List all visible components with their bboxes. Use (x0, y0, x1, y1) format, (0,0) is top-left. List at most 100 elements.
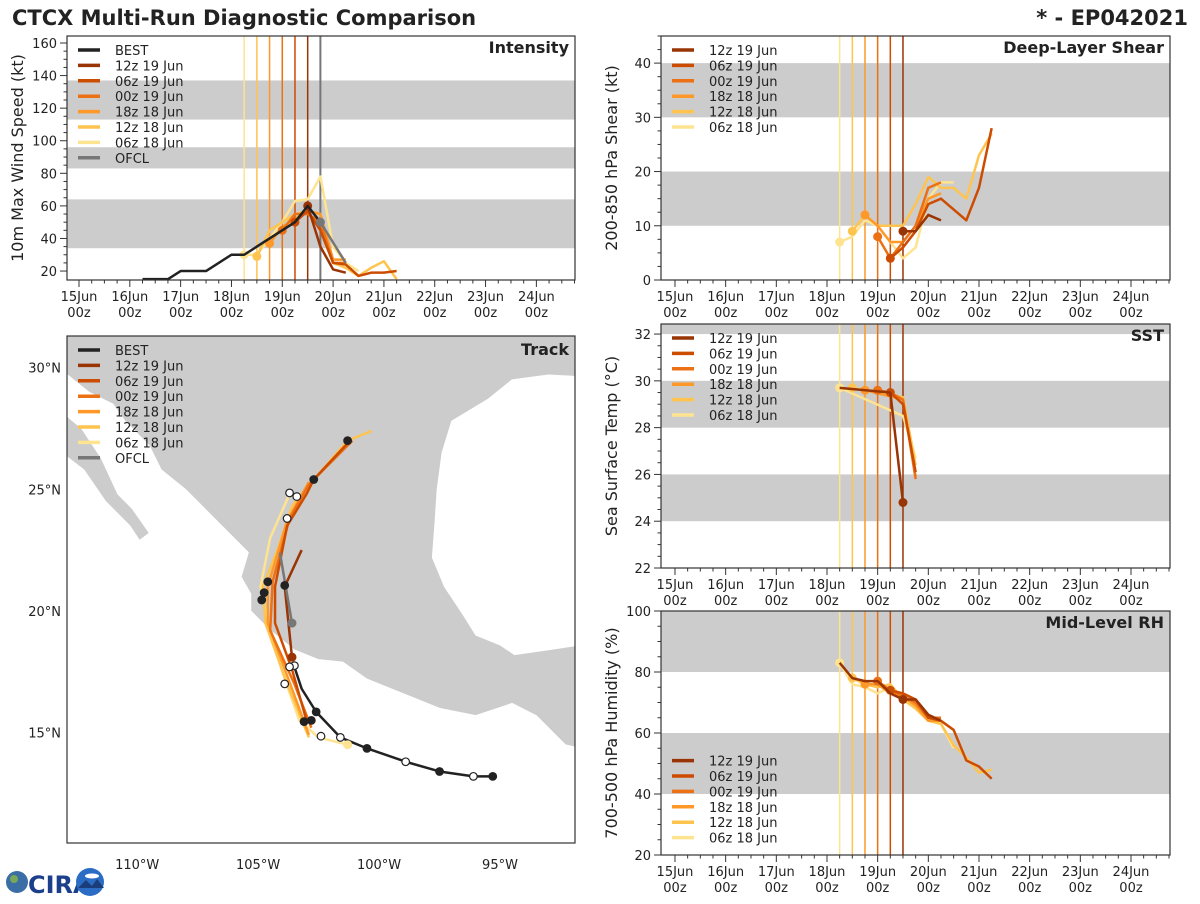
x-tick-label: 19Jun (859, 578, 896, 593)
y-tick-label: 120 (32, 102, 57, 117)
x-tick-label: 00z (321, 306, 345, 321)
y-axis-label: 10m Max Wind Speed (kt) (8, 54, 27, 262)
series-00z-19-jun (873, 677, 941, 718)
y-tick-label: 60 (634, 727, 651, 742)
track-point-12z (293, 493, 301, 501)
x-tick-label: 00z (663, 594, 687, 609)
x-tick-label: 00z (67, 306, 91, 321)
lon-tick-label: 95°W (482, 858, 518, 873)
x-tick-label: 00z (967, 306, 991, 321)
x-tick-label: 00z (271, 306, 295, 321)
x-tick-label: 00z (967, 881, 991, 896)
y-tick-label: 40 (634, 57, 651, 72)
track-point-12z (337, 734, 345, 742)
track-point-00z (281, 582, 289, 590)
globe-icon (6, 871, 28, 893)
panel-title: Deep-Layer Shear (1003, 38, 1164, 57)
x-tick-label: 00z (372, 306, 396, 321)
legend-label: 18z 18 Jun (709, 801, 778, 816)
lon-tick-label: 100°W (357, 858, 401, 873)
legend-item-12z-19-jun: 12z 19 Jun (672, 44, 778, 59)
x-tick-label: 00z (917, 306, 941, 321)
y-tick-label: 28 (634, 422, 651, 437)
shaded-band (661, 172, 1170, 226)
x-tick-label: 00z (1018, 306, 1042, 321)
track-point-00z (260, 589, 268, 597)
legend-label: OFCL (115, 452, 150, 467)
legend-item-00z-19-jun: 00z 19 Jun (672, 363, 778, 378)
init-marker (252, 252, 261, 261)
x-tick-label: 18Jun (809, 290, 846, 305)
track-point-12z (286, 663, 294, 671)
panel-title: Intensity (489, 38, 570, 57)
x-tick-label: 00z (423, 306, 447, 321)
x-tick-label: 17Jun (162, 290, 199, 305)
legend-label: 12z 18 Jun (709, 394, 778, 409)
track-point-00z (300, 718, 308, 726)
x-tick-label: 00z (714, 306, 738, 321)
figure-title: CTCX Multi-Run Diagnostic Comparison (12, 6, 476, 30)
x-tick-label: 15Jun (657, 290, 694, 305)
legend-label: 18z 18 Jun (115, 406, 184, 421)
init-marker (287, 653, 296, 662)
track-point-00z (310, 476, 318, 484)
init-marker (835, 238, 844, 247)
x-tick-label: 21Jun (365, 290, 402, 305)
x-tick-label: 16Jun (707, 865, 744, 880)
track-point-00z (436, 768, 444, 776)
y-tick-label: 30 (634, 375, 651, 390)
init-marker (886, 254, 895, 263)
x-tick-label: 00z (714, 881, 738, 896)
y-axis-label: Sea Surface Temp (°C) (602, 356, 621, 536)
x-tick-label: 15Jun (657, 578, 694, 593)
legend-label: 12z 18 Jun (115, 121, 184, 136)
legend-label: 06z 19 Jun (709, 770, 778, 785)
x-tick-label: 19Jun (859, 290, 896, 305)
x-tick-label: 21Jun (961, 865, 998, 880)
track-point-12z (283, 515, 291, 523)
y-tick-label: 80 (634, 666, 651, 681)
x-tick-label: 23Jun (1062, 578, 1099, 593)
x-tick-label: 20Jun (315, 290, 352, 305)
init-marker (873, 232, 882, 241)
track-point-12z (317, 732, 325, 740)
init-marker (343, 740, 352, 749)
track-point-00z (363, 745, 371, 753)
x-tick-label: 22Jun (416, 290, 453, 305)
x-tick-label: 20Jun (910, 290, 947, 305)
y-tick-label: 10 (634, 220, 651, 235)
x-tick-label: 00z (917, 594, 941, 609)
x-tick-label: 22Jun (1011, 865, 1048, 880)
x-tick-label: 17Jun (758, 290, 795, 305)
y-tick-label: 0 (643, 274, 651, 289)
y-tick-label: 20 (634, 166, 651, 181)
panel-sst: SST15Jun00z16Jun00z17Jun00z18Jun00z19Jun… (602, 311, 1170, 609)
track-point-00z (308, 717, 316, 725)
legend-label: 12z 19 Jun (709, 44, 778, 59)
legend-item-12z-19-jun: 12z 19 Jun (78, 59, 184, 74)
x-tick-label: 00z (169, 306, 193, 321)
legend-label: 12z 19 Jun (115, 59, 184, 74)
legend-item-18z-18-jun: 18z 18 Jun (672, 801, 778, 816)
y-tick-label: 80 (40, 167, 57, 182)
x-tick-label: 00z (765, 881, 789, 896)
x-tick-label: 22Jun (1011, 290, 1048, 305)
track-point-12z (286, 489, 294, 497)
legend-label: 00z 19 Jun (115, 390, 184, 405)
lon-tick-label: 110°W (115, 858, 159, 873)
x-tick-label: 00z (1018, 594, 1042, 609)
x-tick-label: 18Jun (809, 865, 846, 880)
x-tick-label: 00z (1069, 306, 1093, 321)
legend-label: 00z 19 Jun (709, 785, 778, 800)
x-tick-label: 00z (525, 306, 549, 321)
y-tick-label: 20 (634, 849, 651, 864)
y-tick-label: 40 (40, 232, 57, 247)
init-marker (898, 695, 907, 704)
legend-label: OFCL (115, 152, 150, 167)
init-marker (860, 210, 869, 219)
init-marker (898, 227, 907, 236)
legend-label: 12z 18 Jun (709, 106, 778, 121)
x-tick-label: 16Jun (111, 290, 148, 305)
x-tick-label: 00z (815, 306, 839, 321)
x-tick-label: 16Jun (707, 578, 744, 593)
